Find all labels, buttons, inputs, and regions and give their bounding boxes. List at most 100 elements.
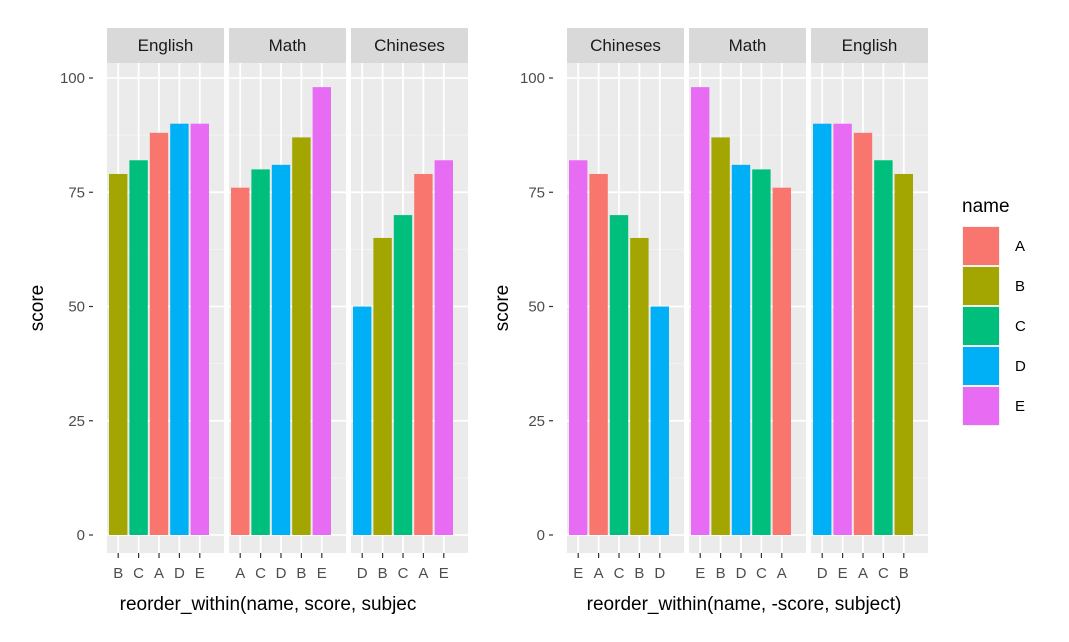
legend-item-c: C xyxy=(962,306,1026,346)
bar-chineses-a xyxy=(414,173,433,535)
x-tick-label: B xyxy=(378,565,388,582)
x-tick-label: D xyxy=(817,565,828,582)
facet-strip xyxy=(107,28,224,63)
x-tick-label: C xyxy=(398,565,409,582)
facet-strip xyxy=(351,28,468,63)
facet-strip-label: Chineses xyxy=(374,36,445,55)
chart-2: 0 25 50 75 100 score reorder_within(name, -sco… xyxy=(492,28,928,615)
bar-chineses-e xyxy=(434,160,453,535)
bar-chineses-b xyxy=(373,237,392,535)
y-tick-label: 25 xyxy=(528,413,545,430)
bar-math-c xyxy=(251,169,270,535)
bar-english-a xyxy=(149,132,169,535)
y-tick-label: 25 xyxy=(68,413,85,430)
bar-math-b xyxy=(292,137,311,535)
facet-strip-label: Math xyxy=(729,36,767,55)
bar-english-d xyxy=(813,123,832,535)
bar-chineses-d xyxy=(353,306,372,535)
facet-strip xyxy=(229,28,346,63)
bar-english-d xyxy=(170,123,189,535)
x-tick-label: B xyxy=(899,565,909,582)
bar-english-a xyxy=(853,132,873,535)
y-tick-label: 75 xyxy=(528,184,545,201)
bar-math-d xyxy=(271,164,291,535)
x-tick-label: A xyxy=(594,565,604,582)
x-tick-label: D xyxy=(654,565,665,582)
chart-1: 0 25 50 75 100 score reorder_within(name, scor… xyxy=(27,28,468,615)
x-tick-label: E xyxy=(439,565,449,582)
facet-strip-label: Math xyxy=(269,36,307,55)
bar-english-c xyxy=(874,160,893,535)
x-tick-label: E xyxy=(838,565,848,582)
bar-chineses-d xyxy=(650,306,669,535)
x-tick-label: C xyxy=(614,565,625,582)
bar-chineses-e xyxy=(569,160,588,535)
bar-math-a xyxy=(231,187,250,535)
bar-english-c xyxy=(129,160,148,535)
facet-strip xyxy=(811,28,928,63)
bar-english-e xyxy=(190,123,209,535)
facet-strip xyxy=(567,28,684,63)
x-tick-label: E xyxy=(317,565,327,582)
facet-strip xyxy=(689,28,806,63)
y-tick-label: 75 xyxy=(68,184,85,201)
x-axis-title: reorder_within(name, score, subjec xyxy=(120,594,417,615)
x-tick-label: A xyxy=(235,565,245,582)
legend-swatch xyxy=(963,387,999,425)
facet-strip-label: English xyxy=(138,36,194,55)
facet-math: Math A C D B E xyxy=(229,28,346,582)
legend-item-a: A xyxy=(962,226,1025,266)
x-tick-label: D xyxy=(276,565,287,582)
x-tick-label: A xyxy=(777,565,787,582)
y-tick-label: 100 xyxy=(520,70,545,87)
x-tick-label: E xyxy=(573,565,583,582)
x-tick-label: B xyxy=(296,565,306,582)
legend-label: C xyxy=(1015,318,1026,335)
y-axis-title: score xyxy=(492,285,513,331)
x-tick-label: A xyxy=(154,565,164,582)
bar-english-b xyxy=(109,173,128,535)
bar-chineses-c xyxy=(609,215,629,535)
bar-math-a xyxy=(772,187,791,535)
bar-chineses-b xyxy=(630,237,649,535)
y-tick-label: 0 xyxy=(77,527,85,544)
x-tick-label: E xyxy=(195,565,205,582)
x-tick-label: D xyxy=(736,565,747,582)
x-tick-label: D xyxy=(174,565,185,582)
facet-english: English D E A C B xyxy=(811,28,928,582)
x-tick-label: C xyxy=(878,565,889,582)
x-tick-label: E xyxy=(695,565,705,582)
y-tick-label: 100 xyxy=(60,70,85,87)
facet-strip-label: Chineses xyxy=(590,36,661,55)
legend-label: E xyxy=(1015,398,1025,415)
facet-chineses: Chineses E A C B D xyxy=(567,28,684,582)
x-tick-label: A xyxy=(418,565,428,582)
legend-swatch xyxy=(963,347,999,385)
x-tick-label: C xyxy=(255,565,266,582)
legend: name A B C D E xyxy=(962,196,1026,426)
legend-label: D xyxy=(1015,358,1026,375)
bar-math-d xyxy=(731,164,751,535)
legend-label: B xyxy=(1015,278,1025,295)
bar-english-e xyxy=(833,123,852,535)
legend-swatch xyxy=(963,267,999,305)
y-tick-label: 0 xyxy=(537,527,545,544)
x-tick-label: C xyxy=(756,565,767,582)
bar-english-b xyxy=(894,173,913,535)
bar-chineses-a xyxy=(589,173,608,535)
y-tick-label: 50 xyxy=(68,299,85,316)
facet-english: English B C A D E xyxy=(107,28,224,582)
y-axis-title: score xyxy=(27,285,48,331)
x-tick-label: B xyxy=(716,565,726,582)
x-tick-label: D xyxy=(357,565,368,582)
legend-item-e: E xyxy=(962,386,1025,426)
legend-title: name xyxy=(962,196,1010,217)
facet-strip-label: English xyxy=(842,36,898,55)
x-tick-label: B xyxy=(634,565,644,582)
bar-math-e xyxy=(312,87,331,535)
bar-math-b xyxy=(711,137,730,535)
legend-item-b: B xyxy=(962,266,1025,306)
y-tick-label: 50 xyxy=(528,299,545,316)
legend-swatch xyxy=(963,307,999,345)
